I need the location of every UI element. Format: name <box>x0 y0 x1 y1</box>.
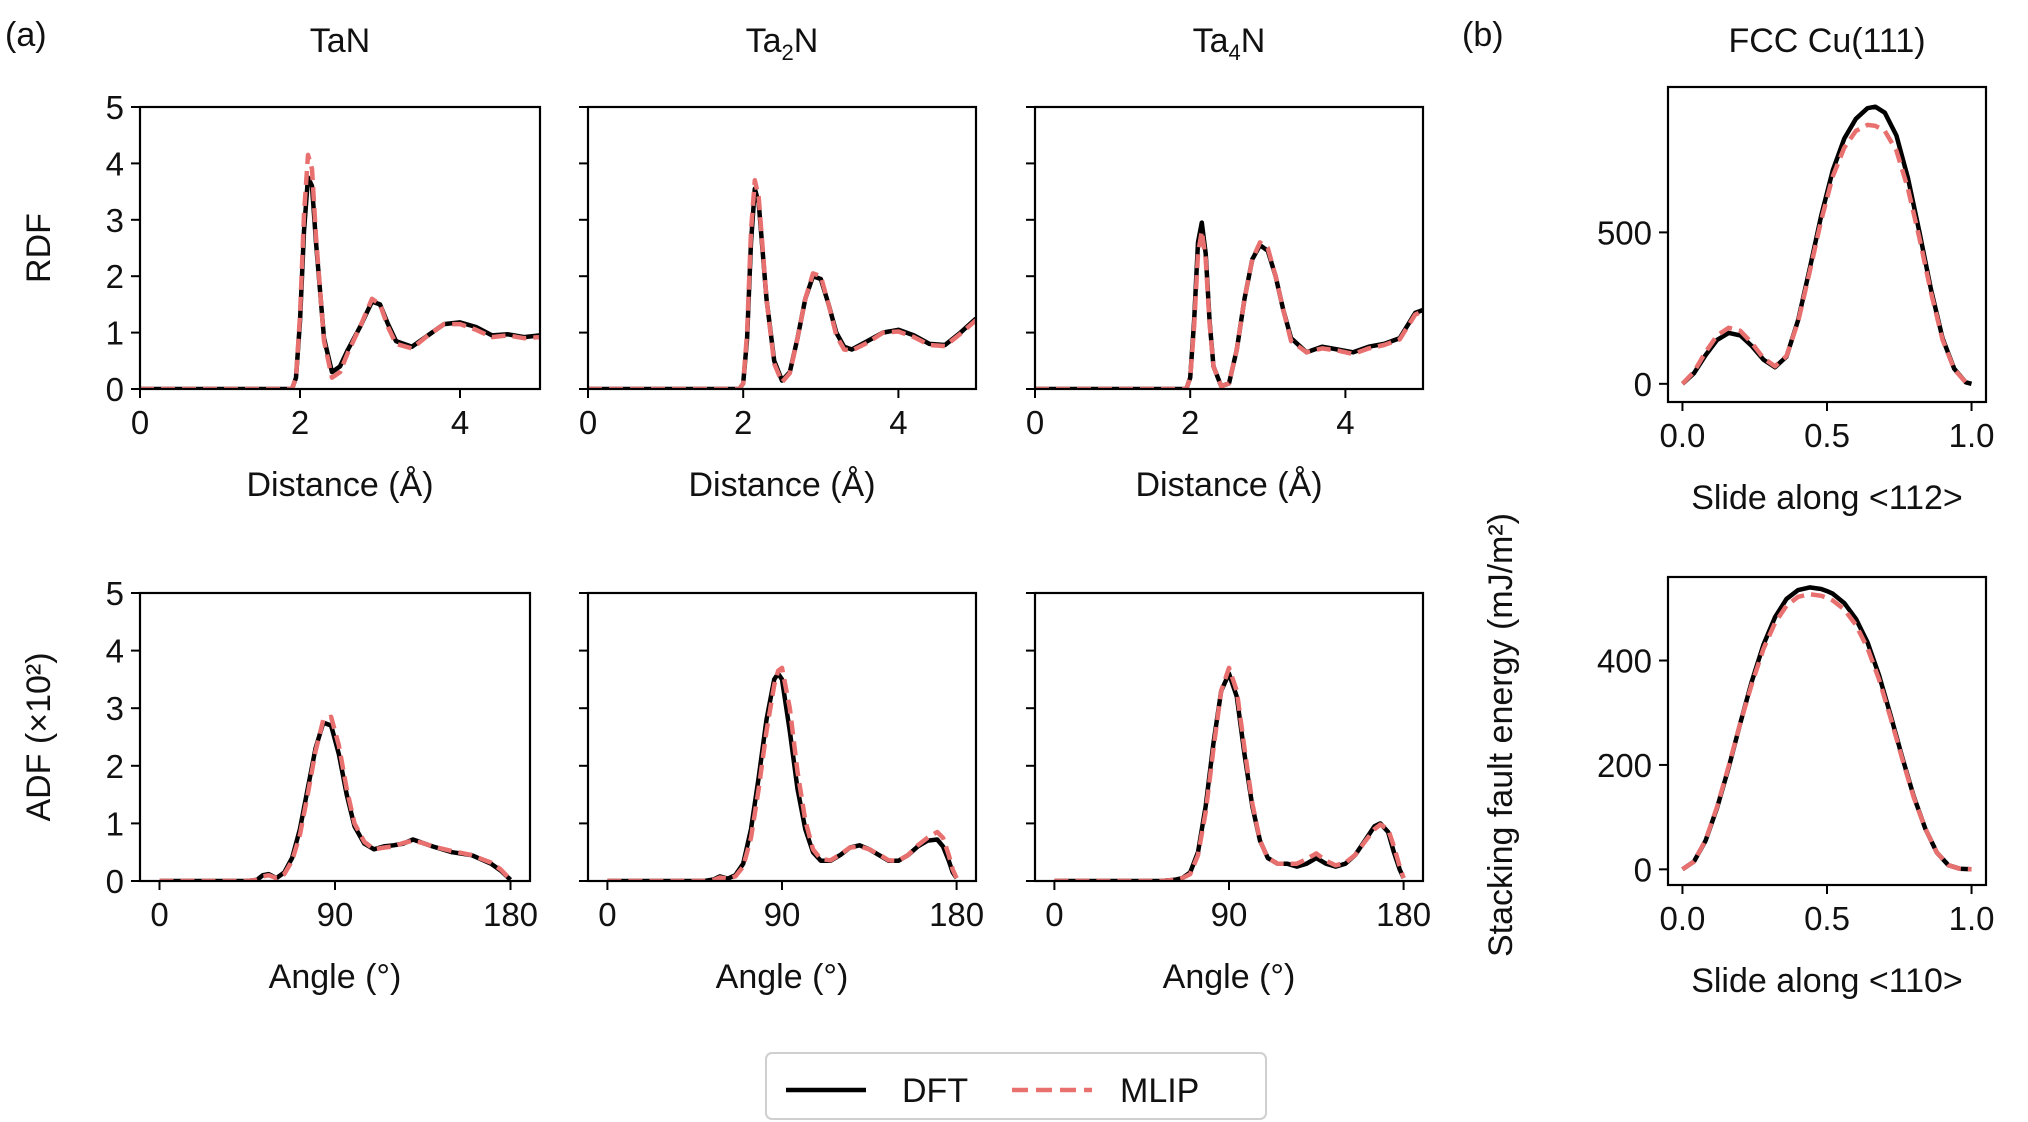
x-tick-label: 0 <box>598 896 616 933</box>
y-tick-label: 200 <box>1597 747 1652 784</box>
y-tick-label: 0 <box>106 863 124 900</box>
series-dft <box>1035 220 1423 389</box>
axes-frame <box>1666 85 1988 404</box>
y-tick-label: 1 <box>106 315 124 352</box>
subplot-adf-ta4n: 0 90 180 Angle (°) <box>1026 591 1431 996</box>
x-tick-label: 0 <box>150 896 168 933</box>
series-mlip <box>607 665 959 881</box>
y-axis-label: RDF <box>20 213 58 283</box>
x-tick-label: 1.0 <box>1949 900 1995 937</box>
series-mlip <box>159 714 513 881</box>
series-dft <box>607 671 959 881</box>
x-axis-label: Angle (°) <box>269 958 402 996</box>
series-dft <box>1681 585 1972 872</box>
x-tick-label: 90 <box>317 896 354 933</box>
legend-frame <box>765 1052 1267 1120</box>
y-tick-label: 2 <box>106 258 124 295</box>
x-tick-label: 0 <box>1045 896 1063 933</box>
axes-frame <box>1033 105 1425 391</box>
subplot-sfe-112: FCC Cu(111) 0.0 0.5 1.0 0 500 Slide along <112… <box>1597 22 1995 517</box>
x-axis-label: Distance (Å) <box>1135 466 1322 504</box>
series-mlip <box>1054 665 1406 881</box>
axes-frame <box>586 105 978 391</box>
y-tick-label: 5 <box>106 89 124 126</box>
legend-dft-label: DFT <box>902 1072 968 1110</box>
subplot-adf-ta2n: 0 90 180 Angle (°) <box>579 591 984 996</box>
x-tick-label: 180 <box>929 896 984 933</box>
series-dft <box>588 186 976 389</box>
y-tick-label: 500 <box>1597 214 1652 251</box>
x-tick-label: 180 <box>483 896 538 933</box>
x-tick-label: 0 <box>1026 404 1044 441</box>
x-tick-label: 0.5 <box>1804 900 1850 937</box>
x-tick-label: 0.0 <box>1660 900 1706 937</box>
x-axis-label: Distance (Å) <box>246 466 433 504</box>
series-mlip <box>1680 122 1973 386</box>
x-axis-label: Angle (°) <box>1163 958 1296 996</box>
subplot-rdf-tan: TaN 0 2 4 0 1 2 3 4 5 Distance (Å) RDF <box>20 22 542 504</box>
subplot-adf-tan: 0 90 180 0 1 2 3 4 5 Angle (°) ADF (×10²) <box>20 575 538 996</box>
y-tick-label: 0 <box>1634 851 1652 888</box>
x-axis-label: Slide along <110> <box>1691 962 1963 1000</box>
y-tick-label: 4 <box>106 633 124 670</box>
x-tick-label: 1.0 <box>1949 417 1995 454</box>
series-dft <box>140 175 540 389</box>
x-tick-label: 0 <box>579 404 597 441</box>
x-tick-label: 4 <box>1336 404 1354 441</box>
x-tick-label: 4 <box>889 404 907 441</box>
y-tick-label: 0 <box>106 371 124 408</box>
x-tick-label: 2 <box>291 404 309 441</box>
axes-frame <box>138 105 542 391</box>
subplot-rdf-ta4n: Ta4N 0 2 4 Distance (Å) <box>1026 22 1425 504</box>
x-tick-label: 0.0 <box>1660 417 1706 454</box>
series-dft <box>1680 104 1973 386</box>
y-tick-label: 4 <box>106 145 124 182</box>
panel-label-a: (a) <box>5 16 47 54</box>
axes-frame <box>586 591 978 883</box>
series-mlip <box>588 178 976 389</box>
series-mlip <box>140 152 540 389</box>
series-mlip <box>1035 228 1423 389</box>
panel-label-b: (b) <box>1462 16 1504 54</box>
y-tick-label: 5 <box>106 575 124 612</box>
x-tick-label: 0.5 <box>1804 417 1850 454</box>
x-tick-label: 180 <box>1376 896 1431 933</box>
y-tick-label: 1 <box>106 805 124 842</box>
series-mlip <box>1681 591 1972 872</box>
y-tick-label: 400 <box>1597 643 1652 680</box>
y-tick-label: 3 <box>106 690 124 727</box>
y-axis-label: ADF (×10²) <box>20 652 58 821</box>
shared-ylabel: Stacking fault energy (mJ/m²) <box>1482 513 1520 957</box>
x-tick-label: 2 <box>1181 404 1199 441</box>
subplot-title: Ta4N <box>1193 22 1266 65</box>
subplot-rdf-ta2n: Ta2N 0 2 4 Distance (Å) <box>579 22 978 504</box>
legend-mlip-label: MLIP <box>1120 1072 1199 1110</box>
x-tick-label: 4 <box>451 404 469 441</box>
legend: DFT MLIP <box>765 1052 1267 1120</box>
series-dft <box>159 720 513 881</box>
axes-frame <box>1666 575 1988 887</box>
subplot-title: TaN <box>310 22 370 60</box>
x-axis-label: Distance (Å) <box>688 466 875 504</box>
subplot-sfe-110: 0.0 0.5 1.0 0 200 400 Slide along <110> <box>1597 575 1995 1000</box>
x-axis-label: Slide along <112> <box>1691 479 1963 517</box>
y-tick-label: 3 <box>106 202 124 239</box>
x-tick-label: 0 <box>131 404 149 441</box>
x-tick-label: 90 <box>764 896 801 933</box>
subplot-title: Ta2N <box>746 22 819 65</box>
x-axis-label: Angle (°) <box>716 958 849 996</box>
y-tick-label: 0 <box>1634 366 1652 403</box>
x-tick-label: 90 <box>1211 896 1248 933</box>
series-dft <box>1054 671 1406 881</box>
y-tick-label: 2 <box>106 748 124 785</box>
subplot-title: FCC Cu(111) <box>1728 22 1925 60</box>
x-tick-label: 2 <box>734 404 752 441</box>
